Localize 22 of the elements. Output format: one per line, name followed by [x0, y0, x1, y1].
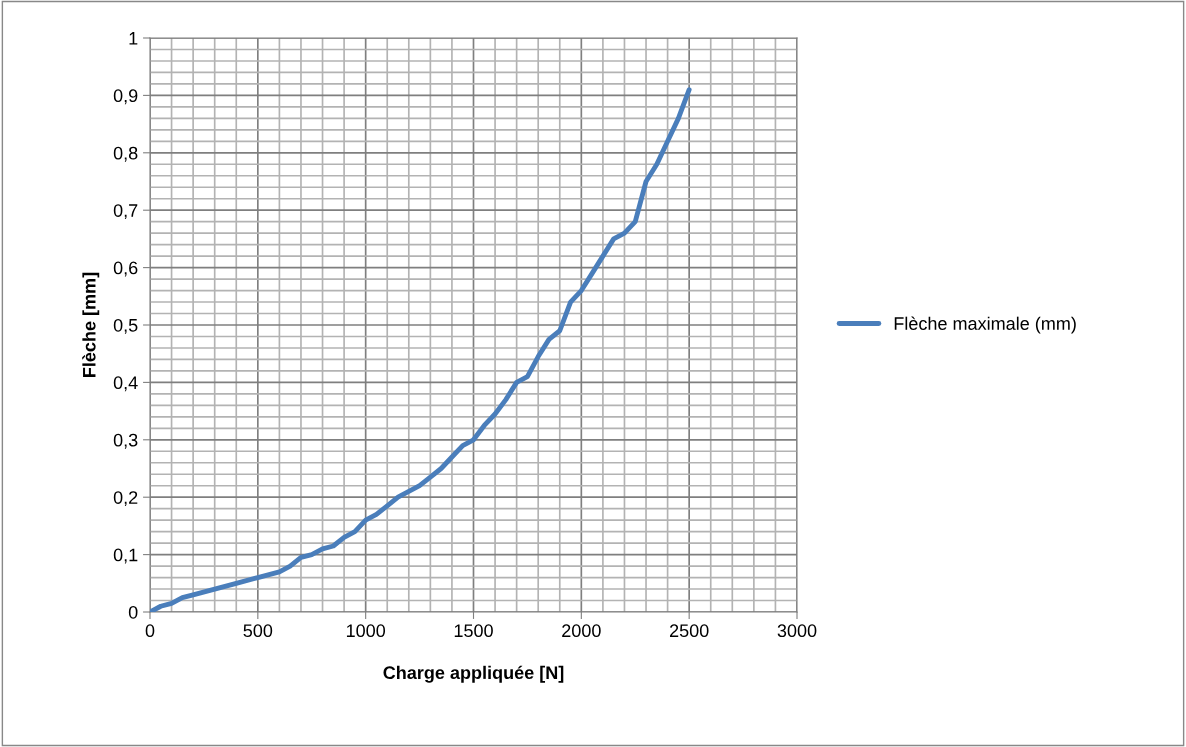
x-tick-label: 2000: [562, 624, 601, 638]
x-tick-label: 1500: [454, 624, 493, 638]
x-tick-label: 1000: [346, 624, 386, 638]
y-tick-label: 0,1: [113, 548, 138, 564]
legend-label: Flèche maximale (mm): [894, 316, 1076, 334]
x-axis-title: Charge appliquée [N]: [383, 665, 564, 683]
y-tick-label: 0,9: [113, 89, 138, 105]
x-tick-label: 2500: [669, 624, 709, 638]
y-tick-label: 0,5: [113, 318, 138, 334]
y-tick-label: 0,8: [113, 146, 138, 162]
x-tick-label: 0: [145, 624, 155, 638]
y-tick-label: 1: [129, 32, 138, 45]
y-tick-label: 0,3: [113, 433, 138, 449]
y-axis-title: Flèche [mm]: [82, 272, 100, 377]
y-tick-label: 0,6: [113, 261, 138, 277]
line-series: [150, 87, 692, 612]
x-tick-label: 500: [243, 624, 273, 638]
y-tick-label: 0,2: [113, 491, 138, 507]
y-tick-label: 0: [128, 605, 138, 619]
y-tick-label: 0,4: [113, 376, 138, 392]
x-tick-label: 3000: [777, 624, 817, 638]
y-tick-label: 0,7: [113, 204, 138, 220]
